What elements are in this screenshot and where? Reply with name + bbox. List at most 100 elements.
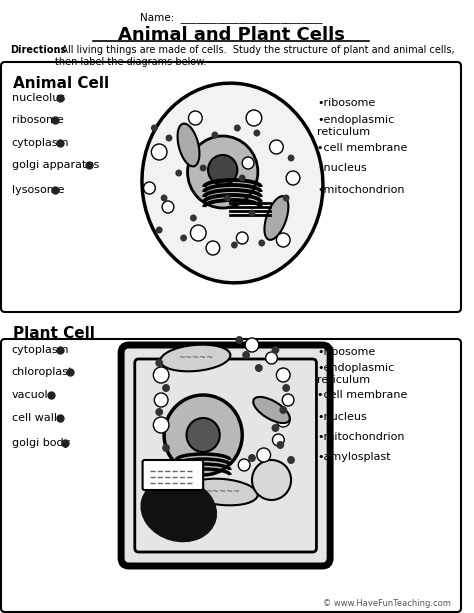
Text: cytoplasm: cytoplasm: [12, 345, 69, 355]
Circle shape: [258, 240, 265, 246]
Text: •endoplasmic
reticulum: •endoplasmic reticulum: [318, 115, 395, 137]
Circle shape: [282, 384, 290, 392]
Circle shape: [224, 194, 231, 202]
Circle shape: [188, 136, 258, 208]
Circle shape: [237, 232, 248, 244]
Circle shape: [234, 124, 241, 132]
Ellipse shape: [253, 397, 290, 423]
Circle shape: [231, 242, 238, 248]
Circle shape: [144, 182, 155, 194]
Circle shape: [257, 448, 271, 462]
Circle shape: [287, 456, 295, 464]
Text: •mitochondrion: •mitochondrion: [318, 432, 405, 442]
Circle shape: [239, 175, 246, 181]
Circle shape: [246, 110, 262, 126]
Text: golgi apparatus: golgi apparatus: [12, 160, 99, 170]
Circle shape: [248, 210, 255, 216]
Text: chloroplast: chloroplast: [12, 367, 73, 377]
Circle shape: [265, 352, 277, 364]
FancyBboxPatch shape: [1, 339, 461, 612]
Text: ~~~~~: ~~~~~: [205, 487, 240, 497]
Circle shape: [238, 459, 250, 471]
Circle shape: [155, 359, 163, 367]
Circle shape: [252, 460, 291, 500]
Circle shape: [175, 170, 182, 177]
Ellipse shape: [142, 83, 323, 283]
Ellipse shape: [188, 479, 258, 505]
Circle shape: [164, 395, 242, 475]
Circle shape: [200, 164, 207, 172]
Circle shape: [211, 132, 219, 139]
Ellipse shape: [160, 345, 230, 371]
Circle shape: [288, 154, 294, 161]
Circle shape: [272, 424, 279, 432]
Circle shape: [162, 384, 170, 392]
Text: vacuole: vacuole: [12, 390, 55, 400]
Circle shape: [279, 406, 287, 414]
Text: Plant Cell: Plant Cell: [13, 326, 95, 341]
Text: •nucleus: •nucleus: [318, 412, 367, 422]
Text: •ribosome: •ribosome: [318, 98, 376, 108]
Circle shape: [162, 201, 174, 213]
Circle shape: [276, 233, 290, 247]
Text: Animal Cell: Animal Cell: [13, 76, 109, 91]
Text: •amylosplast: •amylosplast: [318, 452, 391, 462]
Circle shape: [155, 408, 163, 416]
Circle shape: [208, 155, 237, 185]
Circle shape: [155, 393, 168, 407]
Text: nucleolus: nucleolus: [12, 93, 65, 103]
Circle shape: [190, 215, 197, 221]
Ellipse shape: [178, 124, 200, 166]
Circle shape: [154, 417, 169, 433]
Circle shape: [255, 364, 263, 372]
Text: cell wall: cell wall: [12, 413, 57, 423]
Circle shape: [242, 157, 254, 169]
Circle shape: [286, 171, 300, 185]
Ellipse shape: [141, 478, 216, 542]
Text: •cell membrane: •cell membrane: [318, 390, 408, 400]
Circle shape: [242, 351, 250, 359]
Circle shape: [161, 194, 167, 202]
Text: ~~~~~: ~~~~~: [178, 354, 213, 362]
Circle shape: [151, 144, 167, 160]
Circle shape: [273, 434, 284, 446]
FancyBboxPatch shape: [143, 460, 203, 490]
Ellipse shape: [264, 196, 288, 240]
Circle shape: [180, 235, 187, 242]
FancyBboxPatch shape: [121, 345, 330, 566]
Circle shape: [283, 194, 290, 202]
Circle shape: [276, 368, 290, 382]
Circle shape: [272, 346, 279, 354]
Circle shape: [191, 225, 206, 241]
Text: cytoplasm: cytoplasm: [12, 138, 69, 148]
FancyBboxPatch shape: [135, 359, 317, 552]
Circle shape: [162, 444, 170, 452]
Text: Animal and Plant Cells: Animal and Plant Cells: [118, 26, 345, 44]
Circle shape: [254, 129, 260, 137]
Circle shape: [282, 394, 294, 406]
Text: •mitochondrion: •mitochondrion: [318, 185, 405, 195]
Text: golgi body: golgi body: [12, 438, 70, 448]
Circle shape: [206, 241, 220, 255]
Text: ribosome: ribosome: [12, 115, 64, 125]
Circle shape: [187, 418, 220, 452]
Text: •endoplasmic
reticulum: •endoplasmic reticulum: [318, 363, 395, 384]
Text: Directions: Directions: [10, 45, 66, 55]
Text: lysosome: lysosome: [12, 185, 64, 195]
Text: •nucleus: •nucleus: [318, 163, 367, 173]
Circle shape: [270, 140, 283, 154]
Text: •cell membrane: •cell membrane: [318, 143, 408, 153]
FancyBboxPatch shape: [1, 62, 461, 312]
Text: •ribosome: •ribosome: [318, 347, 376, 357]
Circle shape: [276, 413, 290, 427]
Text: © www.HaveFunTeaching.com: © www.HaveFunTeaching.com: [323, 599, 451, 608]
Circle shape: [165, 134, 173, 142]
Text: : All living things are made of cells.  Study the structure of plant and animal : : All living things are made of cells. S…: [55, 45, 454, 67]
Circle shape: [236, 336, 243, 344]
Text: Name:  ___________________________: Name: ___________________________: [140, 12, 323, 23]
Circle shape: [156, 226, 163, 234]
Circle shape: [248, 454, 256, 462]
Circle shape: [154, 367, 169, 383]
Circle shape: [189, 111, 202, 125]
Circle shape: [151, 124, 158, 132]
